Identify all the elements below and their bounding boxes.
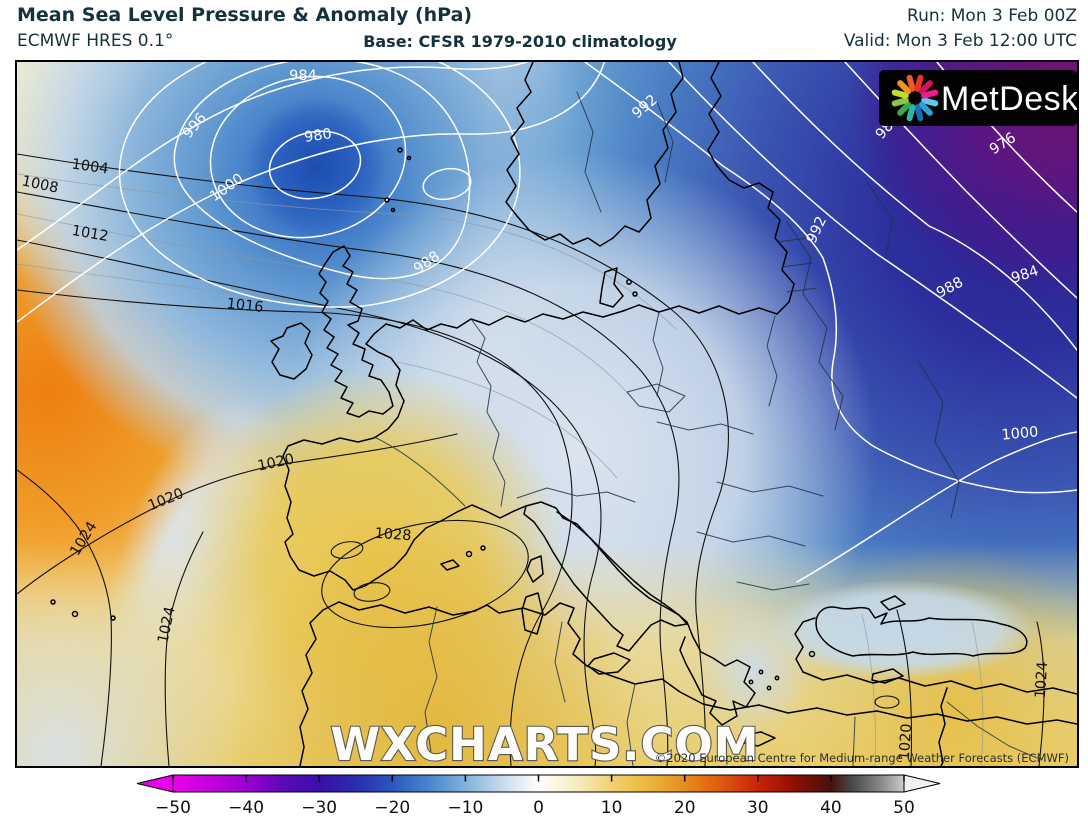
- colorbar-tick-label: 40: [820, 798, 842, 818]
- pinwheel-petal: [918, 80, 933, 95]
- weather-map: 9849809889961000992992976980984988100010…: [17, 62, 1077, 766]
- pinwheel-petal: [914, 104, 924, 122]
- metdesk-logo-text: MetDesk: [941, 80, 1077, 118]
- copyright-text: ©2020 European Centre for Medium-range W…: [655, 751, 1069, 765]
- metdesk-logo: MetDesk: [879, 70, 1077, 126]
- colorbar-tick-label: −50: [155, 798, 191, 818]
- colorbar-right-arrow: [903, 774, 941, 793]
- pinwheel-icon: [891, 74, 939, 122]
- model-label: ECMWF HRES 0.1°: [17, 31, 174, 51]
- isobar-label: 1020: [897, 723, 916, 761]
- isobar-label: 980: [303, 126, 333, 146]
- isobar-label: 1000: [1001, 424, 1039, 443]
- isobar-label: 1008: [20, 173, 59, 196]
- pinwheel-petal: [914, 74, 924, 92]
- isobar-label: 1024: [155, 605, 178, 644]
- pinwheel-petal: [918, 101, 933, 116]
- colorbar-ticks: [172, 775, 905, 782]
- colorbar-tick-label: −10: [447, 798, 483, 818]
- isobar-label: 984: [289, 68, 317, 84]
- pinwheel-petal: [921, 97, 939, 107]
- colorbar: −50 −40 −30 −20 −10 0 10 20 30 40 50: [136, 774, 941, 818]
- isobar-label: 1028: [374, 526, 412, 545]
- page-title: Mean Sea Level Pressure & Anomaly (hPa): [17, 4, 473, 26]
- valid-label: Valid: Mon 3 Feb 12:00 UTC: [843, 31, 1077, 51]
- pinwheel-petal: [906, 74, 916, 92]
- isobar-label: 1012: [70, 223, 109, 245]
- isobars-black: [17, 153, 1045, 766]
- colorbar-tick-label: 20: [674, 798, 696, 818]
- country-borders: [373, 91, 1038, 766]
- anomaly-field: [17, 62, 1077, 766]
- isobar-label: 1004: [71, 157, 110, 178]
- colorbar-tick-label: −30: [301, 798, 337, 818]
- pinwheel-petal: [921, 89, 939, 99]
- coastlines: [50, 62, 1077, 766]
- pinwheel-petal: [891, 89, 909, 99]
- watermark: WXCHARTS.COM: [330, 718, 759, 766]
- colorbar-left-arrow: [136, 774, 174, 793]
- pinwheel-petal: [897, 80, 912, 95]
- colorbar-tick-label: 10: [601, 798, 623, 818]
- pinwheel-petal: [897, 101, 912, 116]
- run-label: Run: Mon 3 Feb 00Z: [907, 6, 1077, 26]
- colorbar-tick-label: 50: [893, 798, 915, 818]
- pinwheel-petal: [891, 97, 909, 107]
- pinwheel-petal: [906, 104, 916, 122]
- isobars-white: [17, 62, 1077, 583]
- colorbar-tick-labels: −50 −40 −30 −20 −10 0 10 20 30 40 50: [155, 798, 915, 818]
- isobar-label: 1016: [226, 296, 264, 316]
- map-frame: 984 980 988 996 1000 992 992 976 980 984 988 1000 10…: [15, 60, 1079, 768]
- colorbar-tick-label: −20: [374, 798, 410, 818]
- isobar-label: 1020: [256, 451, 295, 474]
- colorbar-tick-label: −40: [228, 798, 264, 818]
- isobar-label: 1024: [1033, 661, 1052, 699]
- climatology-base-label: Base: CFSR 1979-2010 climatology: [363, 32, 677, 51]
- colorbar-tick-label: 0: [533, 798, 544, 818]
- colorbar-tick-label: 30: [747, 798, 769, 818]
